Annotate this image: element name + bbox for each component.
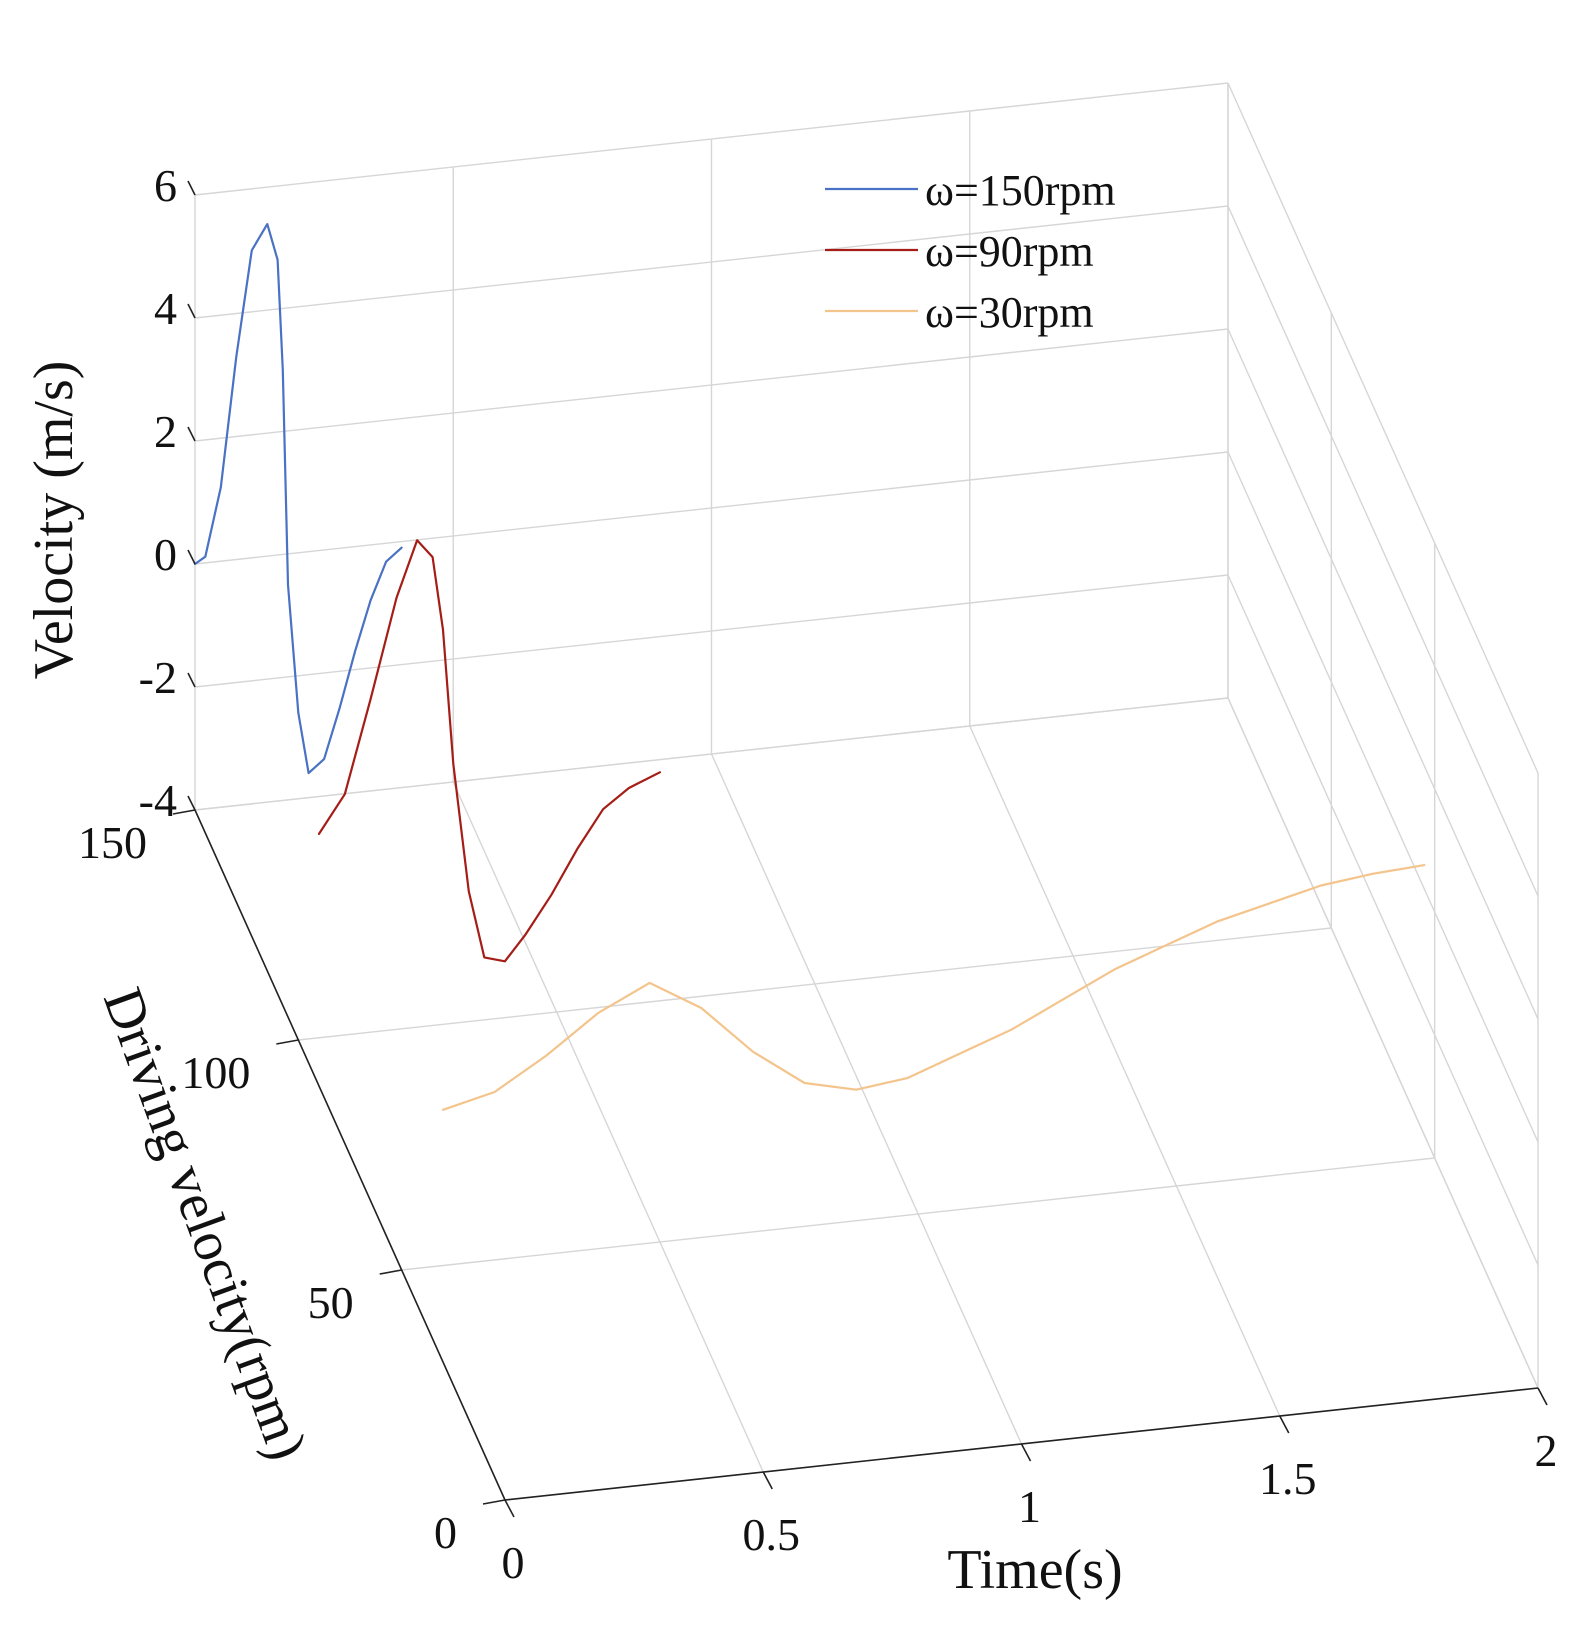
rpm-tick-label: 0 [434, 1507, 457, 1558]
velocity-tick-label: 2 [154, 406, 177, 457]
back-wall-gridline-velocity [194, 205, 1229, 319]
time-tick-mark [1020, 1443, 1032, 1462]
time-tick-mark [1537, 1387, 1548, 1406]
floor-gridline-time [969, 725, 1281, 1417]
velocity-tick-mark [187, 549, 196, 565]
time-tick-label: 1 [1018, 1481, 1041, 1532]
side-wall-gridline-velocity [1227, 574, 1539, 1266]
time-tick-mark [504, 1499, 515, 1518]
legend: ω=150rpm ω=90rpm ω=30rpm [825, 166, 1116, 337]
back-wall-gridline-velocity [194, 574, 1229, 688]
velocity-tick-mark [187, 303, 196, 319]
back-wall-gridline-velocity [194, 697, 1229, 811]
z-axis-label: Velocity (m/s) [23, 361, 85, 680]
side-wall-gridline-velocity [1227, 328, 1539, 1020]
rpm-tick-mark [172, 809, 196, 815]
series-line-90rpm [317, 539, 662, 963]
rpm-tick-label: 150 [78, 817, 147, 868]
rpm-tick-label: 50 [308, 1277, 354, 1328]
floor-gridline-rpm [401, 1157, 1435, 1271]
rpm-tick-mark [276, 1039, 299, 1045]
velocity-tick-mark [187, 426, 196, 442]
velocity-tick-label: -4 [139, 775, 177, 826]
rpm-axis-line [194, 809, 506, 1501]
velocity-tick-mark [187, 795, 196, 811]
x-axis-label: Time(s) [947, 1539, 1122, 1601]
velocity-tick-label: -2 [139, 652, 177, 703]
side-wall-gridline-velocity [1227, 82, 1539, 774]
side-wall-gridline-velocity [1227, 451, 1539, 1143]
rpm-tick-mark [379, 1269, 402, 1275]
legend-label-150rpm: ω=150rpm [925, 166, 1116, 215]
rpm-tick-label: 100 [181, 1047, 250, 1098]
velocity-tick-mark [187, 672, 196, 688]
time-tick-mark [762, 1471, 773, 1490]
velocity-tick-label: 6 [154, 160, 177, 211]
side-wall-gridline-velocity [1227, 205, 1539, 897]
back-wall-gridline-velocity [194, 328, 1229, 442]
floor-gridline-time [452, 781, 764, 1473]
time-tick-label: 0 [502, 1537, 525, 1588]
time-tick-label: 2 [1535, 1425, 1558, 1476]
side-wall-gridline-velocity [1227, 697, 1539, 1389]
floor-gridline-rpm [298, 927, 1332, 1041]
back-wall-gridline-velocity [194, 82, 1229, 196]
time-tick-label: 0.5 [743, 1509, 801, 1560]
time-tick-mark [1279, 1415, 1290, 1434]
tick-layer: 0 0.5 1 1.5 2 0 50 100 150-4 -2 0 2 4 6 [78, 160, 1558, 1588]
velocity-tick-mark [187, 180, 196, 196]
series-line-30rpm [441, 863, 1426, 1111]
time-tick-label: 1.5 [1259, 1453, 1317, 1504]
velocity-tick-label: 4 [154, 283, 177, 334]
axis-layer [194, 809, 1539, 1501]
series-layer [193, 223, 1426, 1111]
floor-gridline-time [710, 753, 1023, 1445]
back-wall-gridline-velocity [194, 451, 1229, 565]
series-line-150rpm [193, 223, 403, 775]
legend-label-90rpm: ω=90rpm [925, 227, 1094, 276]
velocity-tick-label: 0 [154, 529, 177, 580]
legend-label-30rpm: ω=30rpm [925, 288, 1094, 337]
rpm-tick-mark [482, 1499, 506, 1505]
grid-layer [194, 82, 1539, 1501]
